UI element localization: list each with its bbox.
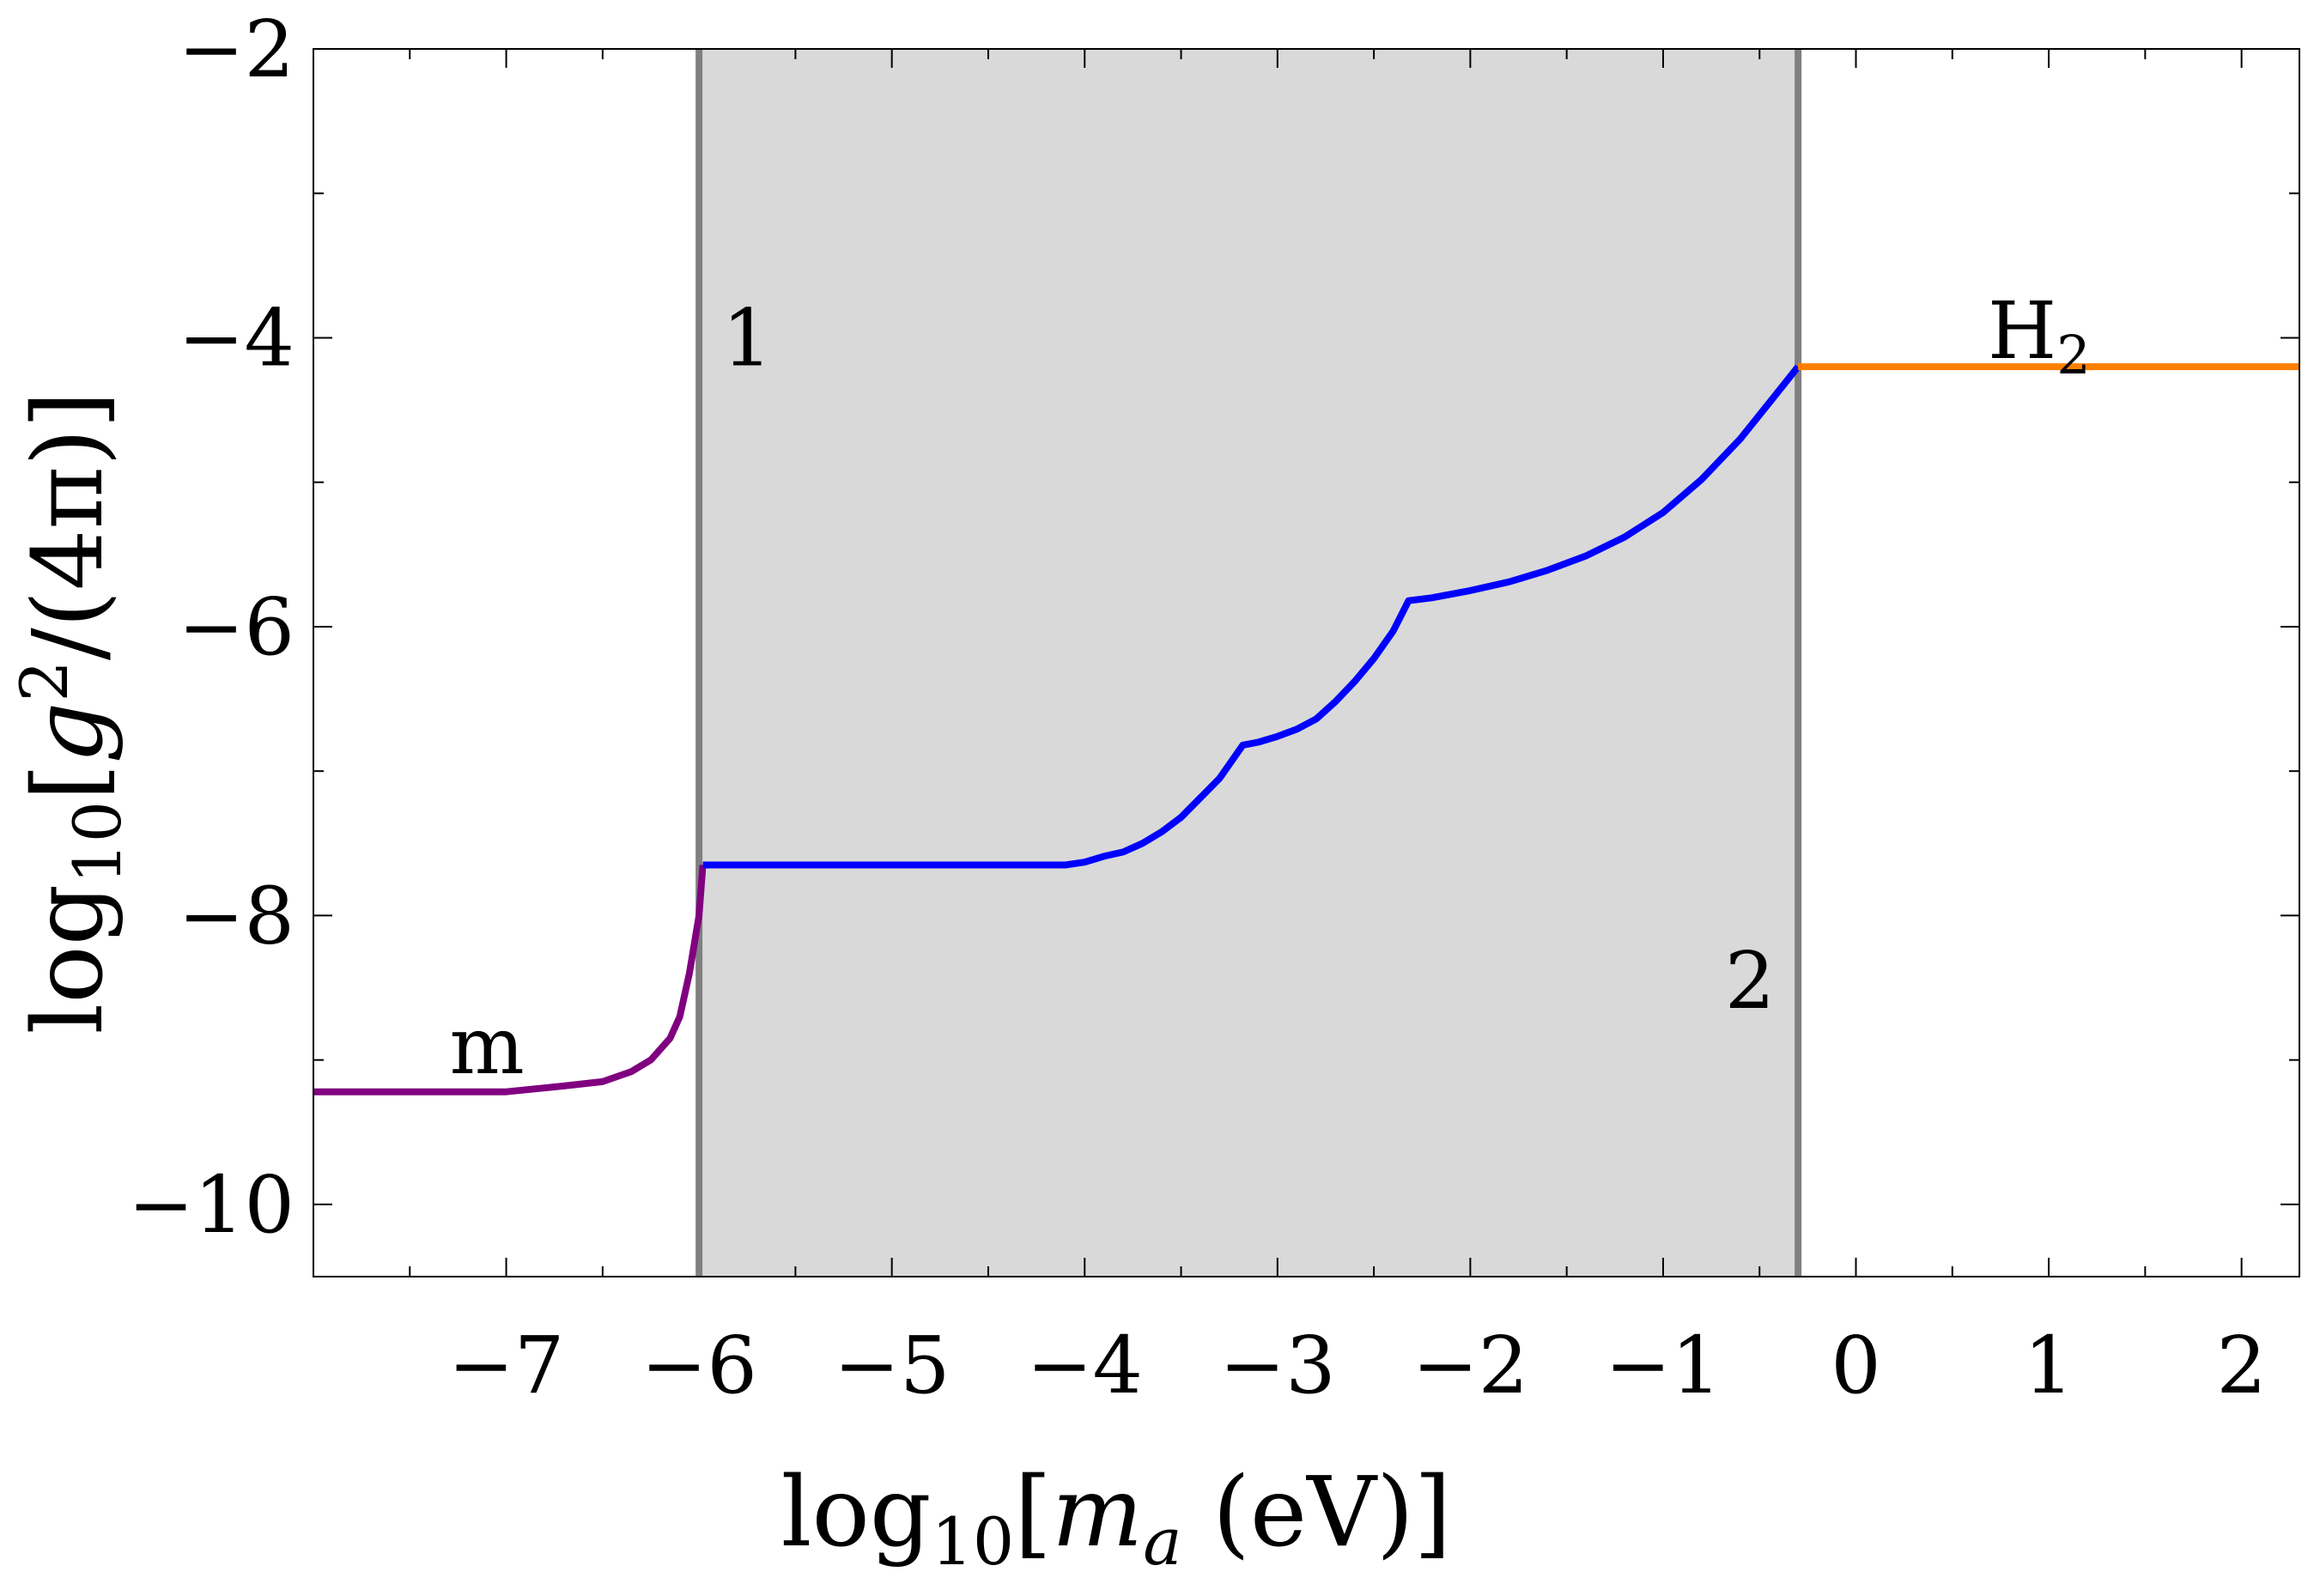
series-label-3: H2 — [1988, 285, 2091, 386]
series-layer — [313, 363, 2299, 1095]
x-tick-label-1: −6 — [641, 1320, 757, 1411]
plot-frame — [313, 48, 2300, 1277]
series-label-1: m — [449, 1000, 524, 1092]
shaded-region — [699, 49, 1799, 1277]
x-tick-label-0: −7 — [448, 1320, 565, 1411]
x-tick-label-6: −1 — [1605, 1320, 1722, 1411]
x-tick-label-8: 1 — [2024, 1320, 2074, 1411]
y-tick-label-0: −2 — [178, 3, 295, 95]
y-axis-title: log10[g2/(4π)] — [6, 391, 136, 1034]
vertical-line-label-1: 1 — [722, 292, 773, 384]
series-line-2 — [702, 364, 1801, 869]
vertical-line-label-2: 2 — [1725, 935, 1776, 1027]
x-tick-label-5: −2 — [1412, 1320, 1529, 1411]
x-axis-title: log10[ma (eV)] — [781, 1457, 1452, 1580]
series-line-1 — [313, 865, 707, 1095]
y-tick-label-2: −6 — [178, 581, 295, 673]
x-tick-label-4: −3 — [1219, 1320, 1336, 1411]
x-tick-label-3: −4 — [1026, 1320, 1143, 1411]
x-tick-label-2: −5 — [834, 1320, 951, 1411]
vertical-lines-layer — [695, 49, 1802, 1277]
x-tick-label-9: 2 — [2216, 1320, 2267, 1411]
x-tick-label-7: 0 — [1831, 1320, 1881, 1411]
y-tick-label-3: −8 — [178, 870, 295, 962]
ticks-layer — [313, 48, 2299, 1277]
y-tick-label-1: −4 — [178, 292, 295, 384]
shaded-region-layer — [699, 49, 1799, 1277]
y-tick-label-4: −10 — [128, 1159, 295, 1251]
